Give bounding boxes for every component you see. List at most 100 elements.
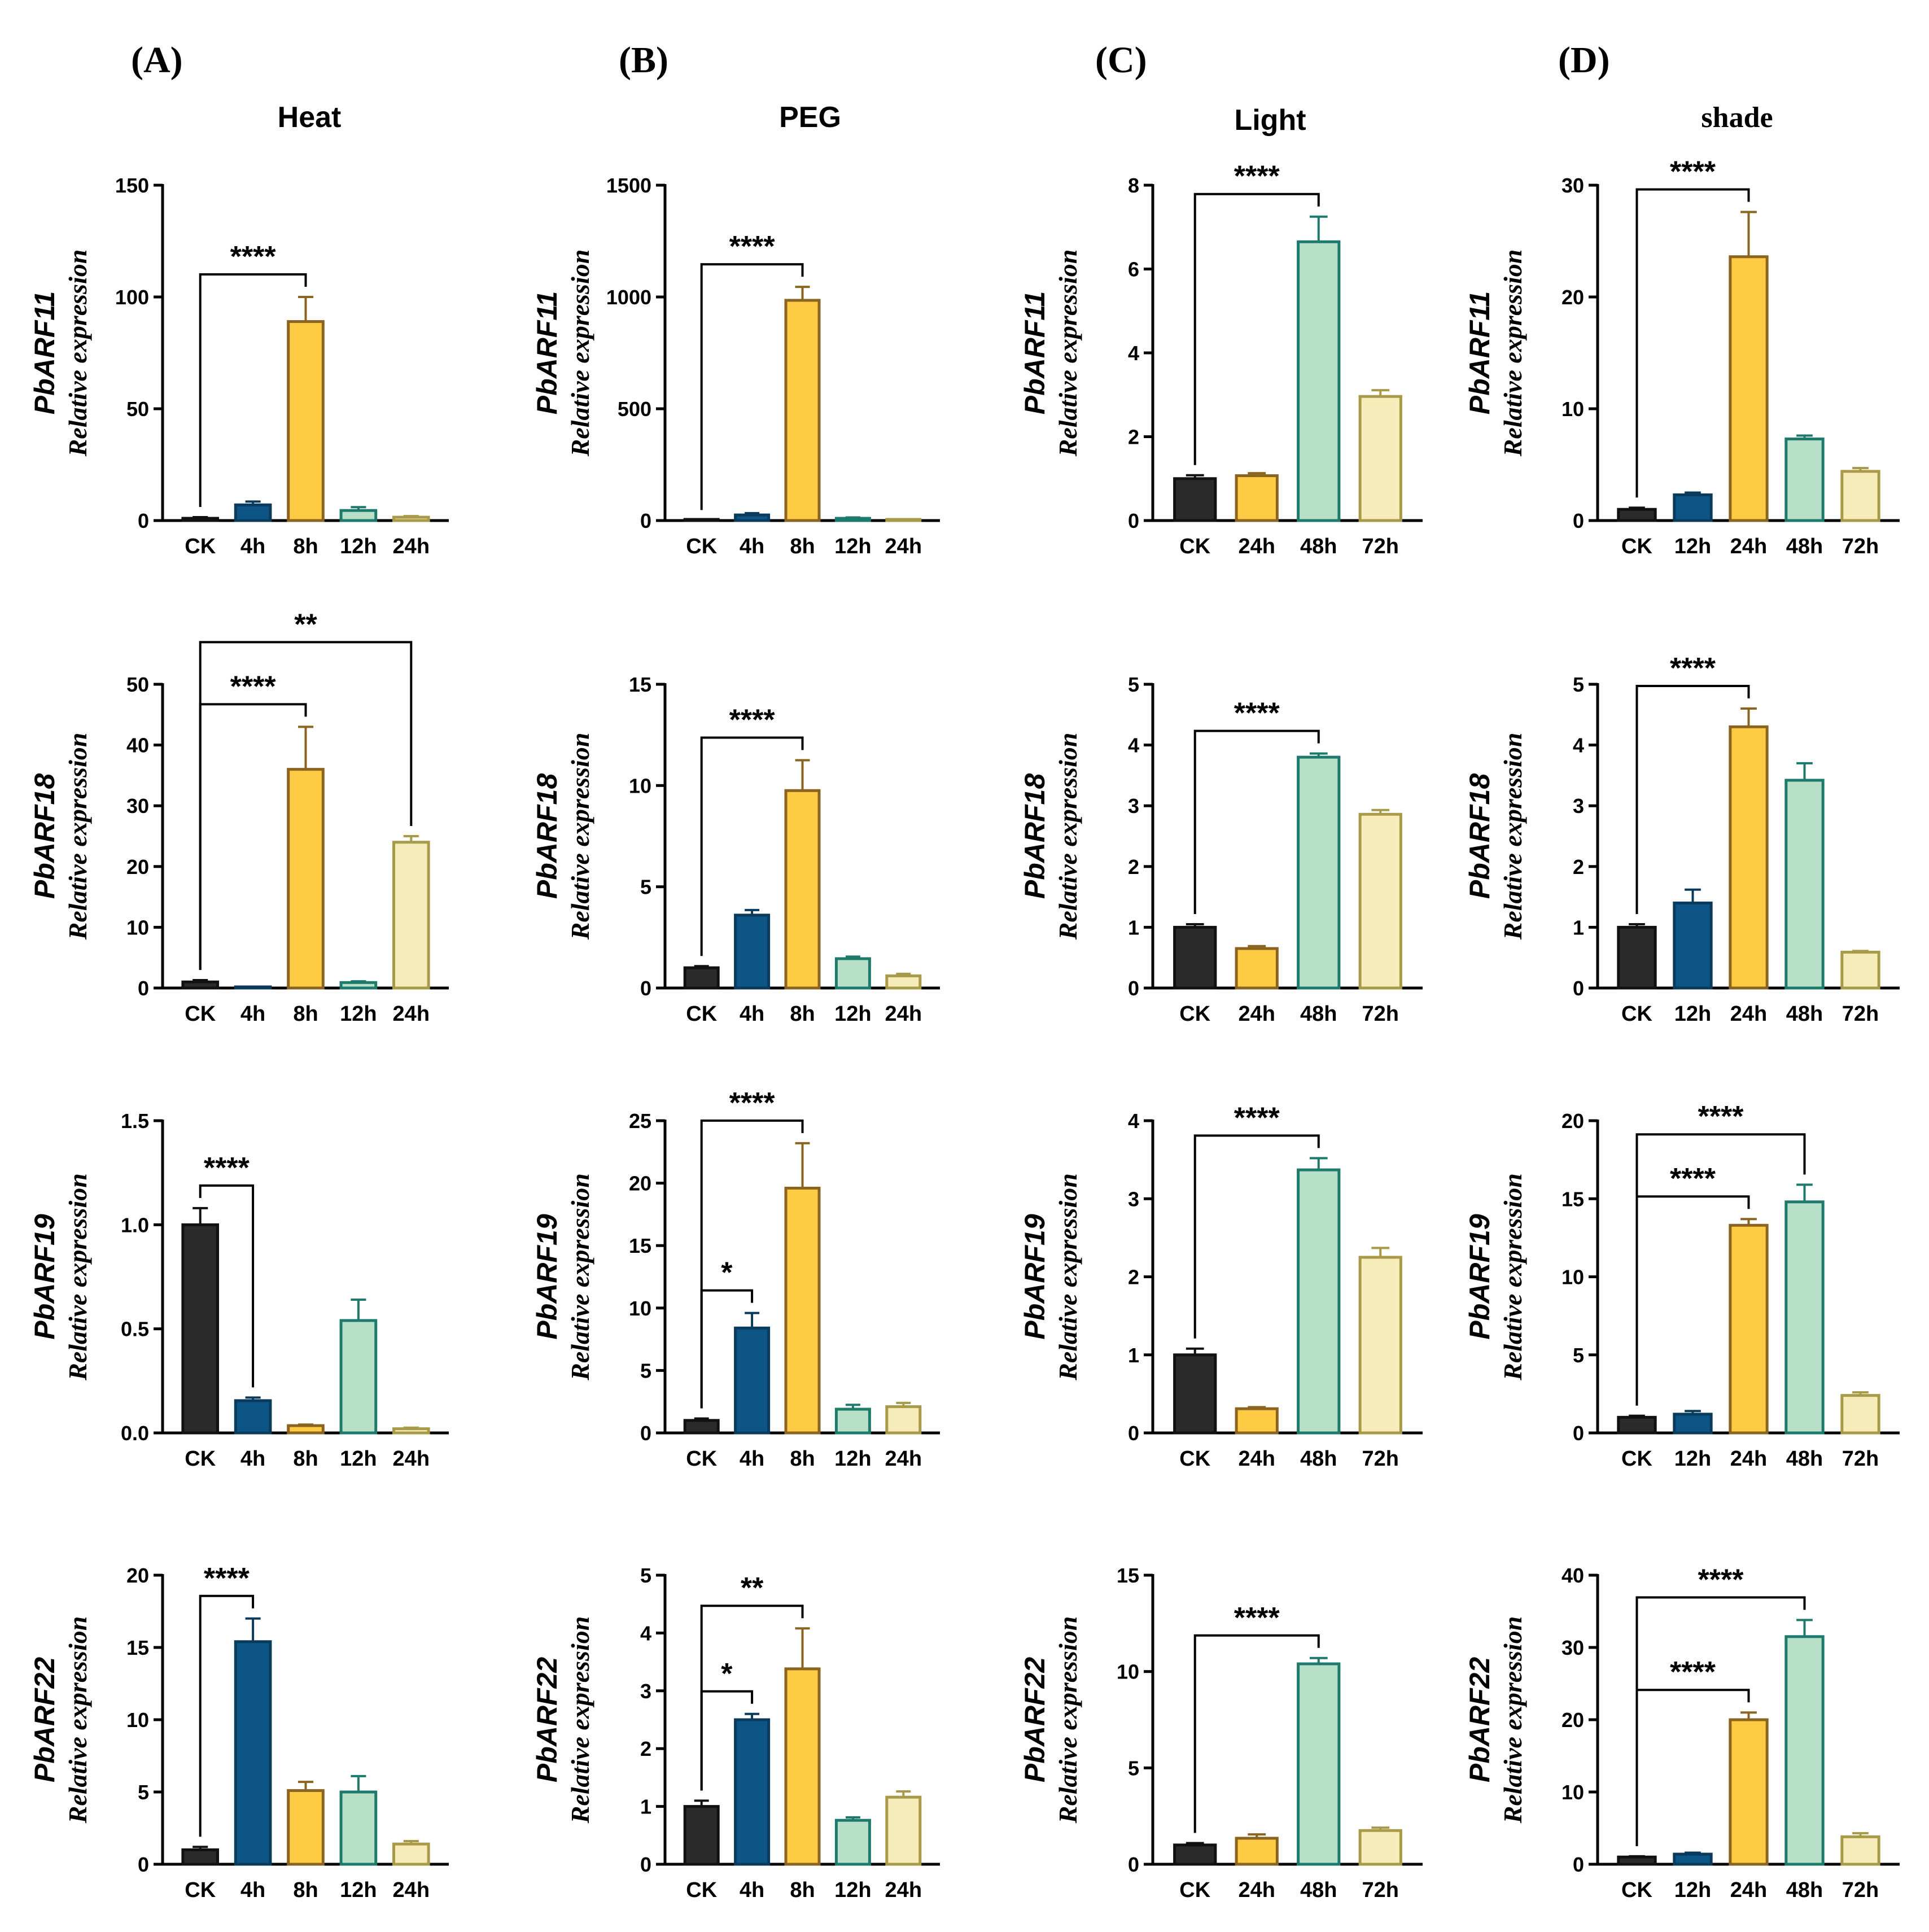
y-tick-label: 10: [629, 1297, 651, 1320]
y-tick-label: 2: [1128, 855, 1139, 878]
bar-CK: [1617, 508, 1657, 522]
category-label: 12h: [1674, 1447, 1711, 1471]
y-tick-label: 25: [629, 1109, 651, 1133]
bar-12h: [834, 1408, 871, 1435]
category-label: 48h: [1300, 535, 1337, 558]
significance-label: ****: [1670, 652, 1716, 685]
category-label: 72h: [1362, 1002, 1399, 1026]
category-label: CK: [1621, 535, 1652, 558]
bar-12h: [339, 509, 378, 522]
y-tick-label: 100: [115, 286, 149, 309]
significance-label: ****: [1234, 1101, 1280, 1134]
y-tick-label: 0.0: [121, 1422, 149, 1445]
category-label: 48h: [1786, 535, 1823, 558]
bar-48h: [1784, 779, 1825, 990]
bar-4h: [734, 1326, 771, 1435]
y-tick-label: 5: [1128, 673, 1139, 696]
category-label: CK: [1179, 1878, 1210, 1902]
y-tick-label: 1000: [606, 286, 651, 309]
bar-4h: [234, 1399, 272, 1435]
y-tick-label: 0: [138, 509, 149, 532]
category-label: 72h: [1362, 535, 1399, 558]
bar-CK: [1617, 1855, 1657, 1866]
y-axis-title: Relative expression: [1498, 1616, 1527, 1824]
category-label: 24h: [1730, 1878, 1767, 1902]
bar-72h: [1358, 1256, 1402, 1435]
significance-label: ****: [729, 230, 776, 263]
y-tick-label: 0: [138, 1853, 149, 1876]
significance-label: ****: [230, 670, 277, 703]
bar-8h: [784, 1667, 821, 1866]
bar-8h: [287, 768, 325, 990]
panel-letter-b: (B): [619, 40, 668, 81]
bar-24h: [885, 1405, 922, 1435]
gene-label: PbARF18: [1464, 773, 1495, 899]
category-label: 4h: [740, 1878, 764, 1902]
category-label: 12h: [834, 1878, 871, 1902]
category-label: 12h: [1674, 1878, 1711, 1902]
significance-bracket: [199, 273, 307, 508]
significance-bracket: [1193, 1134, 1320, 1339]
bar-72h: [1358, 812, 1402, 990]
significance-label: **: [294, 608, 317, 641]
bar-8h: [784, 299, 821, 522]
y-tick-label: 5: [640, 1564, 651, 1587]
significance-bracket: [700, 736, 804, 956]
bar-12h: [1673, 901, 1713, 990]
y-tick-label: 0: [138, 977, 149, 1000]
category-label: 8h: [293, 1447, 318, 1471]
bar-12h: [834, 517, 871, 522]
bar-24h: [1235, 474, 1279, 522]
y-tick-label: 2: [1128, 426, 1139, 449]
significance-bracket: [700, 1605, 804, 1791]
gene-label: PbARF18: [1019, 773, 1051, 899]
category-label: 24h: [1239, 535, 1275, 558]
category-label: 12h: [340, 535, 377, 558]
y-tick-label: 3: [1128, 1187, 1139, 1210]
significance-label: ****: [1670, 1162, 1716, 1195]
y-tick-label: 0: [1573, 1853, 1584, 1876]
y-tick-label: 50: [126, 673, 149, 696]
category-label: 48h: [1786, 1878, 1823, 1902]
bar-48h: [1297, 1168, 1341, 1435]
y-tick-label: 10: [1117, 1660, 1139, 1684]
y-tick-label: 4: [1128, 734, 1139, 757]
category-label: CK: [686, 1002, 717, 1026]
bar-8h: [784, 789, 821, 990]
category-label: 24h: [393, 1878, 430, 1902]
category-label: 8h: [790, 1447, 815, 1471]
y-axis-title: Relative expression: [566, 1616, 594, 1824]
y-tick-label: 10: [126, 1708, 149, 1732]
category-label: 72h: [1842, 535, 1879, 558]
y-tick-label: 2: [1128, 1266, 1139, 1289]
category-label: 24h: [885, 1002, 922, 1026]
category-label: CK: [686, 1447, 717, 1471]
y-axis-title: Relative expression: [566, 733, 594, 941]
y-tick-label: 0: [1128, 977, 1139, 1000]
y-tick-label: 5: [640, 1359, 651, 1382]
gene-label: PbARF18: [531, 773, 563, 899]
bar-24h: [885, 518, 922, 522]
y-axis-title: Relative expression: [1498, 250, 1527, 457]
category-label: 24h: [885, 1878, 922, 1902]
bar-72h: [1840, 1835, 1880, 1866]
y-tick-label: 2: [640, 1737, 651, 1760]
y-tick-label: 15: [126, 1636, 149, 1659]
y-tick-label: 15: [1117, 1564, 1139, 1587]
gene-label: PbARF22: [1464, 1657, 1495, 1782]
category-label: 4h: [740, 1447, 764, 1471]
bar-48h: [1297, 1662, 1341, 1866]
category-label: 72h: [1842, 1447, 1879, 1471]
y-tick-label: 10: [1561, 1781, 1584, 1804]
y-tick-label: 150: [115, 174, 149, 197]
bar-48h: [1297, 240, 1341, 522]
y-tick-label: 1: [640, 1795, 651, 1819]
category-label: CK: [686, 1878, 717, 1902]
y-axis-title: Relative expression: [1498, 733, 1527, 941]
bar-CK: [181, 1848, 220, 1866]
